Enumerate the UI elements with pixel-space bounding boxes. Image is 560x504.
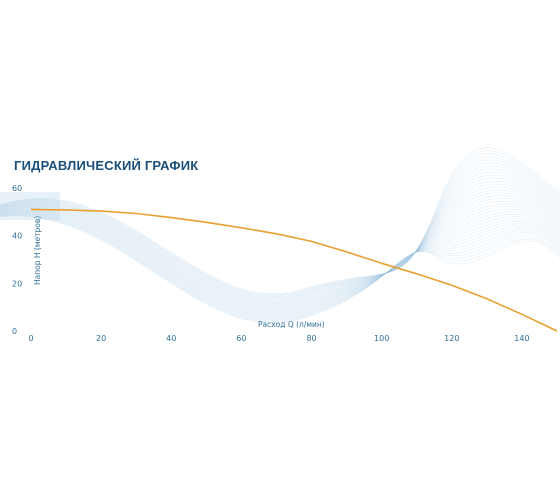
wave-line — [0, 214, 560, 322]
wave-line — [0, 211, 560, 316]
wave-line — [0, 180, 560, 304]
wave-line — [0, 209, 560, 313]
wave-line — [0, 153, 560, 296]
wave-line — [0, 192, 560, 307]
x-tick-label: 0 — [28, 334, 33, 343]
wave-line — [0, 210, 560, 315]
wave-line — [0, 208, 560, 312]
y-tick-label: 60 — [12, 184, 22, 193]
x-tick-label: 140 — [514, 334, 529, 343]
wave-line — [0, 215, 560, 323]
y-tick-label: 20 — [12, 279, 22, 288]
wave-line — [0, 212, 560, 317]
y-tick-label: 0 — [12, 327, 17, 336]
x-tick-label: 40 — [166, 334, 176, 343]
wave-line — [0, 183, 560, 305]
wave-line — [0, 206, 560, 311]
x-tick-label: 20 — [96, 334, 106, 343]
wave-line — [0, 189, 560, 306]
wave-line — [0, 210, 560, 314]
wave-line — [0, 186, 560, 306]
wave-line — [0, 156, 560, 297]
chart-title: ГИДРАВЛИЧЕСКИЙ ГРАФИК — [14, 158, 198, 173]
y-axis-label: Напор H (метров) — [33, 216, 42, 285]
wave-line — [0, 200, 560, 310]
x-tick-label: 100 — [374, 334, 389, 343]
x-axis-label: Расход Q (л/мин) — [258, 320, 325, 329]
series-line — [30, 208, 558, 332]
wave-line — [0, 213, 560, 320]
wave-line — [0, 159, 560, 298]
wave-line — [0, 215, 560, 324]
wave-line — [0, 211, 560, 316]
wave-line — [0, 150, 560, 296]
decorative-wave-background — [0, 147, 560, 324]
wave-line — [0, 168, 560, 301]
wave-line — [0, 198, 560, 309]
wave-line — [0, 213, 560, 321]
wave-line — [0, 162, 560, 299]
x-tick-label: 120 — [444, 334, 459, 343]
series-group — [30, 208, 558, 332]
wave-line — [0, 171, 560, 301]
wave-line — [0, 147, 560, 295]
wave-line — [0, 214, 560, 322]
wave-band — [0, 192, 60, 220]
wave-line — [0, 212, 560, 318]
wave-line — [0, 212, 560, 319]
x-tick-label: 60 — [236, 334, 246, 343]
wave-line — [0, 174, 560, 302]
wave-line — [0, 203, 560, 311]
wave-line — [0, 177, 560, 303]
y-axis: 0 20 40 60 — [12, 184, 22, 336]
x-axis: 0 20 40 60 80 100 120 140 — [28, 334, 529, 343]
x-tick-label: 80 — [306, 334, 316, 343]
y-tick-label: 40 — [12, 232, 22, 241]
wave-line — [0, 165, 560, 300]
wave-line — [0, 195, 560, 308]
